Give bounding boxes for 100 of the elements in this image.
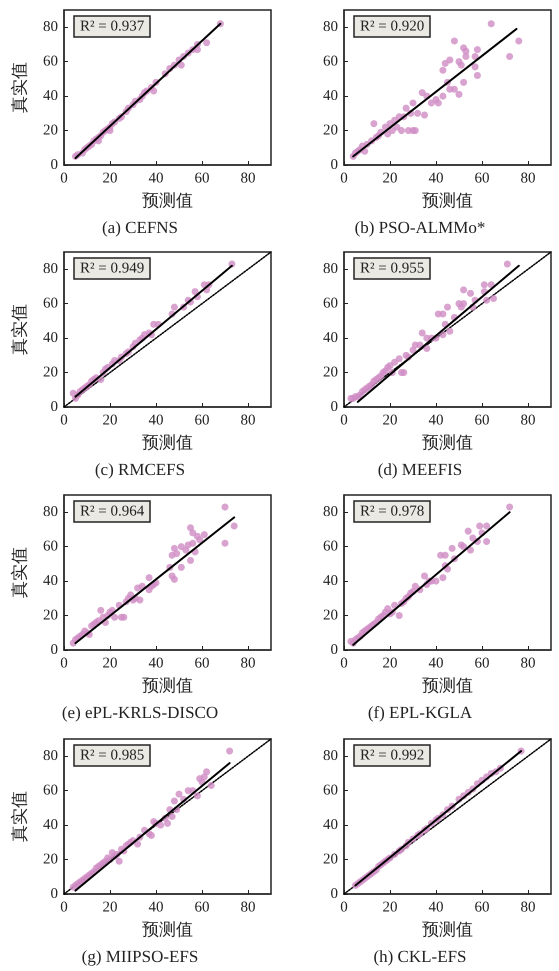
- annotation: R² = 0.920: [360, 18, 424, 34]
- x-tick-label: 40: [428, 412, 444, 428]
- x-tick-label: 20: [382, 900, 398, 916]
- x-tick-label: 60: [194, 170, 210, 186]
- x-tick-label: 40: [148, 170, 164, 186]
- y-axis-title: 真实值: [10, 791, 29, 842]
- y-axis-title: 真实值: [10, 547, 29, 598]
- x-tick-label: 40: [148, 656, 164, 672]
- x-tick-label: 80: [520, 656, 536, 672]
- y-tick-label: 80: [323, 504, 338, 520]
- x-tick-label: 40: [148, 412, 164, 428]
- y-tick-label: 40: [323, 573, 338, 590]
- x-tick-label: 40: [428, 900, 444, 916]
- x-tick-label: 20: [102, 656, 118, 672]
- y-tick-label: 40: [43, 330, 58, 346]
- y-tick-label: 80: [43, 261, 58, 278]
- text: (c) RMCEFS: [94, 460, 186, 479]
- annotation: R² = 0.978: [360, 504, 424, 520]
- y-tick-label: 60: [323, 54, 338, 70]
- annotation: R² = 0.985: [80, 748, 144, 764]
- y-tick-label: 80: [323, 261, 338, 278]
- y-tick-label: 40: [43, 817, 58, 834]
- annotation: R² = 0.937: [80, 18, 145, 34]
- annotation: R² = 0.955: [360, 260, 424, 276]
- y-tick-label: 60: [323, 538, 338, 555]
- x-tick-label: 60: [194, 412, 210, 428]
- y-tick-label: 40: [323, 88, 338, 104]
- text: (f) EPL-KGLA: [368, 703, 473, 722]
- y-tick-label: 0: [330, 642, 338, 658]
- text: (e) ePL-KRLS-DISCO: [62, 703, 218, 722]
- x-tick-label: 80: [520, 900, 536, 916]
- x-tick-label: 80: [520, 170, 536, 186]
- x-tick-label: 80: [240, 656, 256, 672]
- annotation: R² = 0.949: [80, 260, 144, 276]
- annotation: R² = 0.964: [80, 504, 145, 520]
- y-tick-label: 0: [50, 642, 58, 658]
- x-tick-label: 80: [240, 170, 256, 186]
- y-tick-label: 40: [323, 330, 338, 346]
- x-axis-title: 预测值: [422, 676, 473, 695]
- text: (h) CKL-EFS: [373, 947, 467, 966]
- y-tick-label: 60: [43, 54, 58, 70]
- y-tick-label: 20: [323, 852, 338, 868]
- x-tick-label: 20: [102, 170, 118, 186]
- y-tick-label: 60: [43, 782, 58, 799]
- x-tick-label: 60: [474, 900, 490, 916]
- text: (g) MIIPSO-EFS: [82, 947, 198, 966]
- y-tick-label: 60: [323, 296, 338, 312]
- annotation: R² = 0.992: [360, 748, 424, 764]
- y-tick-label: 80: [323, 19, 338, 36]
- y-tick-label: 40: [43, 573, 58, 590]
- y-tick-label: 20: [43, 852, 58, 868]
- x-tick-label: 60: [194, 900, 210, 916]
- x-axis-title: 预测值: [142, 433, 193, 452]
- y-tick-label: 60: [323, 782, 338, 799]
- y-tick-label: 20: [323, 364, 338, 381]
- x-tick-label: 40: [428, 170, 444, 186]
- y-tick-label: 20: [43, 122, 58, 139]
- y-tick-label: 40: [43, 88, 58, 104]
- y-tick-label: 20: [43, 364, 58, 381]
- y-tick-label: 0: [50, 157, 58, 173]
- x-axis-title: 预测值: [142, 676, 193, 695]
- y-tick-label: 60: [43, 538, 58, 555]
- y-tick-label: 0: [50, 886, 58, 902]
- y-tick-label: 0: [330, 399, 338, 415]
- x-axis-title: 预测值: [422, 433, 473, 452]
- y-tick-label: 0: [50, 399, 58, 415]
- x-tick-label: 60: [474, 170, 490, 186]
- y-tick-label: 80: [43, 748, 58, 764]
- y-axis-title: 真实值: [10, 304, 29, 355]
- y-axis-title: 真实值: [10, 62, 29, 113]
- x-axis-title: 预测值: [142, 920, 193, 939]
- x-tick-label: 40: [148, 900, 164, 916]
- y-tick-label: 80: [43, 504, 58, 520]
- x-axis-title: 预测值: [142, 191, 193, 210]
- x-tick-label: 80: [520, 412, 536, 428]
- x-tick-label: 80: [240, 900, 256, 916]
- x-tick-label: 60: [194, 656, 210, 672]
- x-tick-label: 20: [382, 170, 398, 186]
- y-tick-label: 20: [43, 608, 58, 624]
- x-axis-title: 预测值: [422, 920, 473, 939]
- y-tick-label: 0: [330, 157, 338, 173]
- y-tick-label: 40: [323, 817, 338, 834]
- x-tick-label: 60: [474, 412, 490, 428]
- y-tick-label: 80: [323, 748, 338, 764]
- y-tick-label: 20: [323, 122, 338, 139]
- y-tick-label: 20: [323, 608, 338, 624]
- x-axis-title: 预测值: [422, 191, 473, 210]
- y-tick-label: 0: [330, 886, 338, 902]
- text: (b) PSO-ALMMo*: [354, 218, 486, 237]
- x-tick-label: 60: [474, 656, 490, 672]
- y-tick-label: 80: [43, 19, 58, 36]
- text: (d) MEEFIS: [378, 460, 462, 479]
- x-tick-label: 80: [240, 412, 256, 428]
- x-tick-label: 20: [102, 412, 118, 428]
- x-tick-label: 20: [382, 656, 398, 672]
- x-tick-label: 20: [382, 412, 398, 428]
- x-tick-label: 40: [428, 656, 444, 672]
- x-tick-label: 20: [102, 900, 118, 916]
- y-tick-label: 60: [43, 296, 58, 312]
- text: (a) CEFNS: [102, 218, 178, 237]
